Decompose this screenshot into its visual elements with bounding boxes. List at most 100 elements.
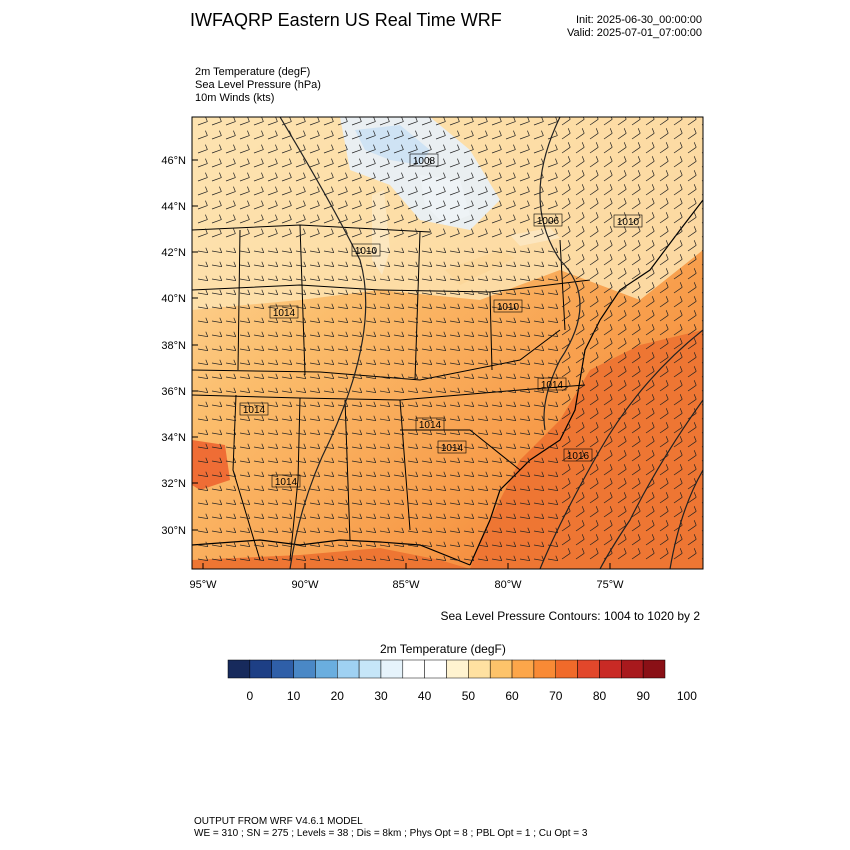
wind-barb (589, 231, 599, 238)
wind-barb (225, 177, 236, 182)
wind-barb-flag (513, 471, 517, 477)
wind-barb (505, 404, 516, 408)
wind-barb (337, 121, 348, 126)
wind-barb-flag (471, 214, 474, 220)
wind-barb-flag (247, 443, 251, 449)
wind-barb-flag (665, 282, 669, 288)
wind-barb-flag (261, 555, 265, 561)
wind-barb-flag (708, 142, 710, 147)
wind-barb (337, 460, 348, 464)
wind-barb (505, 558, 516, 562)
latitude-labels: 46°N44°N42°N40°N38°N36°N34°N32°N30°N (161, 155, 198, 537)
wind-barb-flag (205, 527, 209, 533)
wind-barb (645, 217, 655, 224)
wind-barb-flag (581, 268, 585, 274)
wind-barb (421, 502, 432, 506)
wind-barb (533, 558, 544, 562)
wind-barb-flag (247, 457, 251, 463)
wind-barb (477, 205, 488, 210)
wind-barb (365, 460, 376, 464)
wind-barb-flag (595, 366, 599, 372)
wind-barb-flag (289, 275, 293, 281)
wind-barb-flag (373, 387, 377, 393)
wind-barb (687, 147, 697, 154)
wind-barb (239, 474, 250, 478)
wind-barb (323, 121, 334, 126)
pressure-label: 1008 (413, 156, 436, 167)
wind-barb (309, 135, 320, 140)
wind-barb (547, 149, 558, 154)
wind-barb-flag (429, 345, 433, 351)
wind-barb-flag (527, 457, 531, 463)
wind-barb-flag (623, 366, 627, 372)
wind-barb (533, 390, 544, 394)
wind-barb (197, 390, 208, 394)
wind-barb (309, 460, 320, 464)
wind-barb (603, 217, 613, 224)
wind-barb-flag (527, 499, 531, 505)
wind-barb (589, 133, 599, 140)
wind-barb (379, 320, 390, 324)
wind-barb (295, 348, 306, 352)
wind-barb (645, 357, 655, 364)
wind-barb (239, 460, 250, 464)
wind-barb (561, 511, 571, 518)
wind-barb-flag (373, 200, 376, 206)
wind-barb (393, 205, 404, 210)
wind-barb (393, 348, 404, 352)
wind-barb (673, 399, 683, 406)
lat-label: 38°N (161, 340, 186, 352)
wind-barb (631, 413, 641, 420)
wind-barb-flag (303, 172, 306, 178)
wind-barb-flag (651, 366, 655, 372)
wind-barb-flag (637, 142, 641, 148)
wind-barb-flag (485, 429, 489, 435)
wind-barb-flag (581, 436, 585, 442)
wind-barb (673, 371, 683, 378)
wind-barb-flag (679, 170, 683, 176)
wind-barb (673, 189, 683, 196)
wind-barb (561, 147, 571, 154)
wind-barb-flag (637, 520, 641, 526)
wind-barb (617, 259, 627, 266)
wind-barb (337, 474, 348, 478)
wind-barb-flag (595, 520, 599, 526)
wind-barb-flag (303, 331, 307, 337)
wind-barb-flag (247, 359, 251, 365)
wind-barb-flag (665, 296, 669, 302)
wind-barb (547, 320, 558, 324)
lat-label: 30°N (161, 525, 186, 537)
wind-barb-flag (331, 275, 335, 281)
wind-barb-flag (567, 450, 571, 456)
wind-barb-flag (651, 394, 655, 400)
wind-barb (547, 362, 558, 366)
wind-barb (519, 306, 530, 310)
wind-barb (477, 474, 488, 478)
wind-barb (631, 259, 641, 266)
wind-barb-flag (443, 303, 447, 309)
wind-barb-flag (359, 214, 362, 220)
wind-barb (337, 205, 348, 210)
wind-barb (225, 376, 236, 380)
plot-title: IWFAQRP Eastern US Real Time WRF (190, 10, 502, 30)
wind-barb (337, 191, 348, 196)
wind-barb (603, 175, 613, 182)
wind-barb (365, 191, 376, 196)
wind-barb-flag (513, 228, 516, 234)
wind-barb (617, 497, 627, 504)
wind-barb-flag (595, 352, 599, 358)
wind-barb (435, 320, 446, 324)
wind-barb (351, 432, 362, 436)
wind-barb-flag (513, 303, 517, 309)
wind-barb (211, 191, 222, 196)
wind-barb (281, 121, 292, 126)
wind-barb-flag (471, 303, 475, 309)
wind-barb-flag (387, 130, 390, 136)
wind-barb (379, 390, 390, 394)
wind-barb-flag (303, 289, 307, 295)
wind-barb-flag (317, 130, 320, 136)
wind-barb (533, 177, 544, 182)
wind-barb-flag (219, 485, 223, 491)
wind-barb-flag (261, 373, 265, 379)
